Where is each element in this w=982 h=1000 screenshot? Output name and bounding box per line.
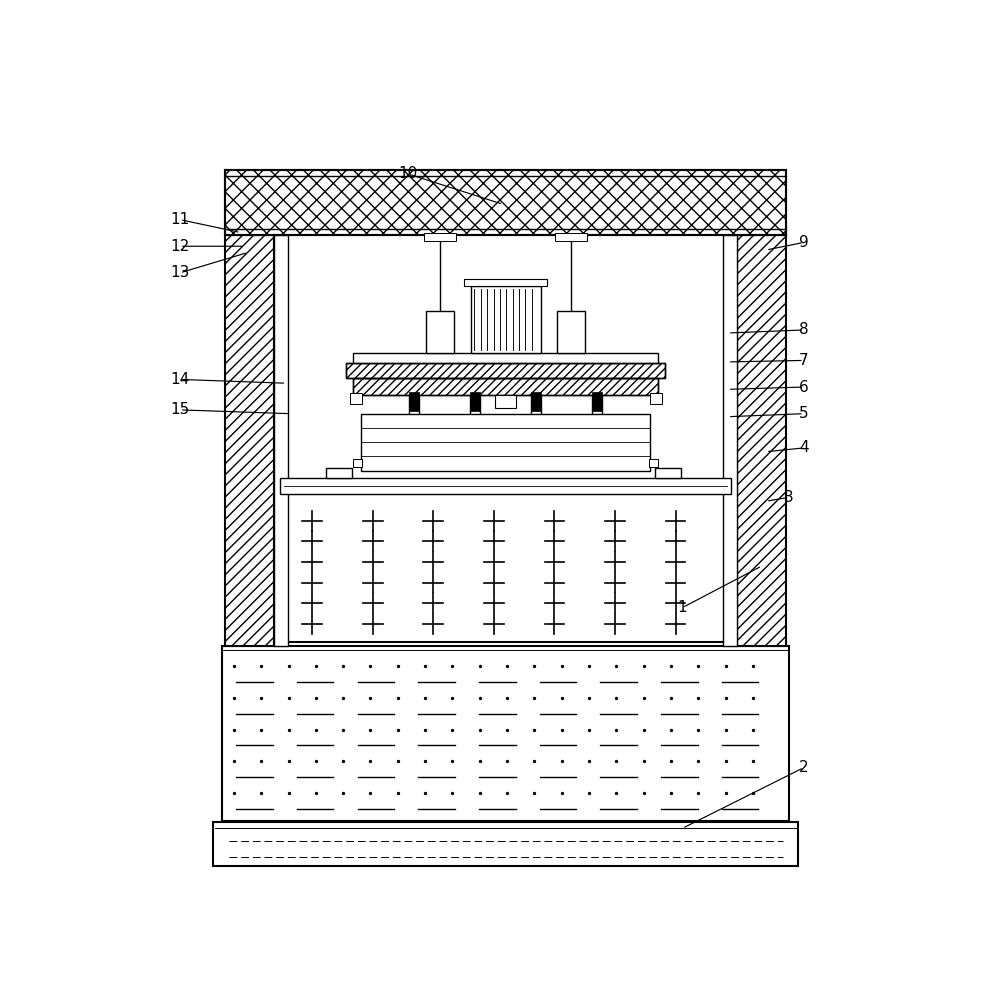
Bar [495, 395, 517, 408]
Bar [222, 646, 790, 821]
Bar [592, 392, 602, 411]
Bar [470, 392, 480, 411]
Bar [225, 170, 787, 235]
Bar [354, 378, 658, 395]
Bar [354, 459, 362, 467]
Bar [555, 233, 587, 241]
Bar [409, 392, 419, 411]
Text: 4: 4 [799, 440, 809, 455]
Text: 2: 2 [799, 760, 809, 775]
Bar [736, 235, 787, 646]
Bar [649, 459, 658, 467]
Text: 13: 13 [170, 265, 190, 280]
Text: 3: 3 [784, 490, 793, 505]
Bar [424, 233, 456, 241]
Bar [655, 468, 681, 478]
Bar [723, 235, 736, 646]
Bar [531, 392, 541, 411]
Text: 5: 5 [799, 406, 809, 421]
Text: 11: 11 [170, 212, 190, 227]
Text: 14: 14 [170, 372, 190, 387]
Bar [426, 311, 454, 353]
Bar [346, 363, 666, 378]
Bar [650, 393, 662, 404]
Bar [350, 393, 361, 404]
Text: 12: 12 [170, 239, 190, 254]
Text: 15: 15 [170, 402, 190, 417]
Text: 10: 10 [399, 166, 417, 181]
Bar [282, 494, 730, 642]
Bar [225, 235, 274, 646]
Bar [464, 279, 547, 286]
Text: 7: 7 [799, 353, 809, 368]
Text: 8: 8 [799, 322, 809, 337]
Bar [274, 235, 288, 646]
Bar [213, 822, 797, 866]
Bar [280, 478, 731, 494]
Bar [326, 468, 352, 478]
Text: 1: 1 [678, 600, 687, 615]
Bar [346, 363, 666, 378]
Bar [354, 378, 658, 395]
Bar [354, 353, 658, 363]
Text: 6: 6 [799, 380, 809, 395]
Bar [225, 170, 787, 235]
Text: 9: 9 [799, 235, 809, 250]
Bar [558, 311, 584, 353]
Bar [361, 414, 650, 471]
Bar [470, 286, 540, 353]
